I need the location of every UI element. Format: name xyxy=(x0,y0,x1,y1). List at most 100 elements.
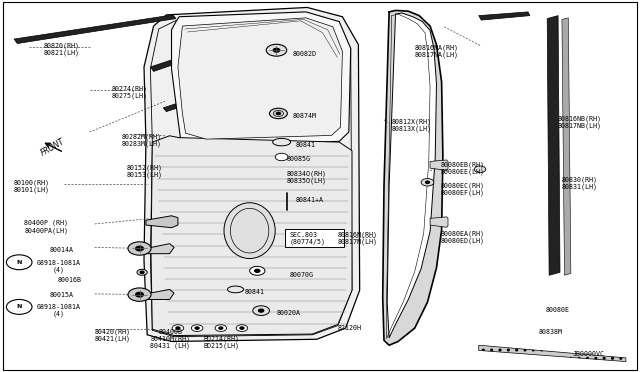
Text: 80101(LH): 80101(LH) xyxy=(14,186,50,193)
Text: 80817NB(LH): 80817NB(LH) xyxy=(558,122,602,129)
Circle shape xyxy=(128,242,151,255)
Text: 80080EC(RH): 80080EC(RH) xyxy=(440,183,484,189)
Text: 82120H: 82120H xyxy=(338,325,362,331)
Polygon shape xyxy=(165,130,218,145)
Text: 80080ED(LH): 80080ED(LH) xyxy=(440,237,484,244)
Ellipse shape xyxy=(224,203,275,259)
Text: 80821(LH): 80821(LH) xyxy=(44,49,79,56)
Polygon shape xyxy=(430,217,448,227)
Polygon shape xyxy=(383,10,443,345)
Text: 80816N(RH): 80816N(RH) xyxy=(338,232,378,238)
Text: 80014A: 80014A xyxy=(49,247,73,253)
Text: 80400B: 80400B xyxy=(159,329,183,335)
Text: 80080EF(LH): 80080EF(LH) xyxy=(440,190,484,196)
Circle shape xyxy=(426,181,429,183)
Text: 80874M: 80874M xyxy=(293,113,317,119)
Text: 80420(RH): 80420(RH) xyxy=(95,328,131,335)
Circle shape xyxy=(219,327,223,329)
Circle shape xyxy=(128,288,151,301)
Text: 80080EB(RH): 80080EB(RH) xyxy=(440,161,484,168)
Text: 80421(LH): 80421(LH) xyxy=(95,336,131,342)
Text: 80816NA(RH): 80816NA(RH) xyxy=(415,44,459,51)
Circle shape xyxy=(172,325,184,331)
Text: 80812X(RH): 80812X(RH) xyxy=(392,119,432,125)
Text: 80275(LH): 80275(LH) xyxy=(112,92,148,99)
Text: 80080EE(LH): 80080EE(LH) xyxy=(440,168,484,175)
Text: 80016B: 80016B xyxy=(58,277,82,283)
Circle shape xyxy=(269,108,287,119)
Circle shape xyxy=(195,327,199,329)
Text: 80020A: 80020A xyxy=(276,310,301,316)
Circle shape xyxy=(176,327,180,329)
Polygon shape xyxy=(146,289,174,299)
Circle shape xyxy=(276,112,280,115)
FancyBboxPatch shape xyxy=(285,229,344,247)
Circle shape xyxy=(259,309,264,312)
Polygon shape xyxy=(479,345,626,362)
Text: (4): (4) xyxy=(52,311,65,317)
Polygon shape xyxy=(479,12,530,20)
Text: (4): (4) xyxy=(52,266,65,273)
Text: 80400PA(LH): 80400PA(LH) xyxy=(24,227,68,234)
Circle shape xyxy=(6,255,32,270)
Text: BD214(RH): BD214(RH) xyxy=(204,336,239,342)
Text: 80431 (LH): 80431 (LH) xyxy=(150,343,191,349)
Text: 80813X(LH): 80813X(LH) xyxy=(392,126,432,132)
Text: 08918-1081A: 08918-1081A xyxy=(37,304,81,310)
Text: 80830(RH): 80830(RH) xyxy=(562,176,598,183)
Text: 80274(RH): 80274(RH) xyxy=(112,85,148,92)
Circle shape xyxy=(421,179,434,186)
Text: 80816NB(RH): 80816NB(RH) xyxy=(558,115,602,122)
Text: 80152(RH): 80152(RH) xyxy=(127,165,163,171)
Circle shape xyxy=(215,325,227,331)
Text: 80282M(RH): 80282M(RH) xyxy=(122,134,161,140)
Text: 80817NA(LH): 80817NA(LH) xyxy=(415,51,459,58)
Polygon shape xyxy=(144,7,360,341)
Text: 80015A: 80015A xyxy=(49,292,73,298)
Text: 80841: 80841 xyxy=(244,289,264,295)
Polygon shape xyxy=(150,45,221,71)
Text: 80080E: 80080E xyxy=(545,307,570,312)
Circle shape xyxy=(137,269,147,275)
Text: 80838M: 80838M xyxy=(539,329,563,335)
Polygon shape xyxy=(172,12,351,145)
Text: 80283M(LH): 80283M(LH) xyxy=(122,141,161,147)
Text: 80841: 80841 xyxy=(296,142,316,148)
Polygon shape xyxy=(151,136,352,336)
Text: N: N xyxy=(17,260,22,265)
Text: 80841+A: 80841+A xyxy=(296,197,324,203)
Text: 80082D: 80082D xyxy=(293,51,317,57)
Text: 80153(LH): 80153(LH) xyxy=(127,172,163,179)
Polygon shape xyxy=(562,18,571,275)
Text: 80400P (RH): 80400P (RH) xyxy=(24,220,68,227)
Circle shape xyxy=(255,269,260,272)
Ellipse shape xyxy=(228,286,243,293)
Circle shape xyxy=(474,166,486,173)
Polygon shape xyxy=(146,216,178,228)
Text: 80080EA(RH): 80080EA(RH) xyxy=(440,230,484,237)
Circle shape xyxy=(6,299,32,314)
Text: (80774/5): (80774/5) xyxy=(289,239,325,246)
Circle shape xyxy=(191,325,203,331)
Circle shape xyxy=(236,325,248,331)
Polygon shape xyxy=(430,160,448,170)
Circle shape xyxy=(250,266,265,275)
Polygon shape xyxy=(14,15,176,44)
Circle shape xyxy=(266,44,287,56)
Text: 80834O(RH): 80834O(RH) xyxy=(287,171,327,177)
Circle shape xyxy=(273,48,280,52)
Text: FRONT: FRONT xyxy=(39,137,66,157)
Circle shape xyxy=(273,110,284,116)
Circle shape xyxy=(136,246,143,251)
Text: N: N xyxy=(17,304,22,310)
Text: JB0000VC: JB0000VC xyxy=(573,351,605,357)
Text: 80835O(LH): 80835O(LH) xyxy=(287,178,327,185)
Text: 80085G: 80085G xyxy=(287,156,311,162)
Circle shape xyxy=(140,271,144,273)
Text: 80100(RH): 80100(RH) xyxy=(14,179,50,186)
Text: 80410M(RH): 80410M(RH) xyxy=(150,336,191,342)
Polygon shape xyxy=(178,18,342,139)
Ellipse shape xyxy=(273,138,291,146)
Text: 80817N(LH): 80817N(LH) xyxy=(338,239,378,246)
Text: 80820(RH): 80820(RH) xyxy=(44,42,79,49)
